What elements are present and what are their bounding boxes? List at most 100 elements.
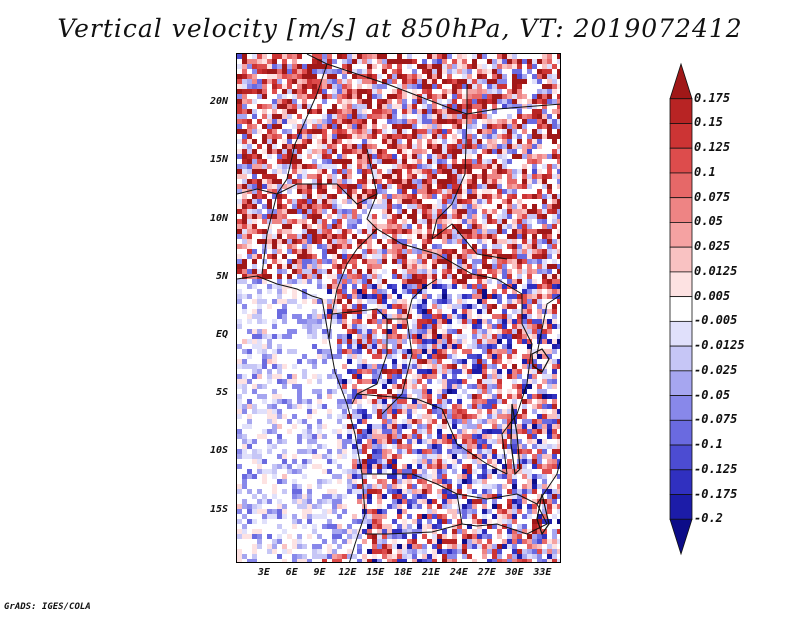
field-cell (482, 259, 487, 264)
field-cell (287, 379, 292, 384)
field-cell (497, 504, 502, 509)
field-cell (502, 284, 507, 289)
field-cell (492, 494, 497, 499)
field-cell (247, 339, 252, 344)
field-cell (357, 199, 362, 204)
field-cell (477, 354, 482, 359)
field-cell (282, 104, 287, 109)
field-cell (467, 184, 472, 189)
field-cell (302, 69, 307, 74)
field-cell (427, 109, 432, 114)
field-cell (547, 249, 552, 254)
field-cell (457, 444, 462, 449)
field-cell (432, 219, 437, 224)
field-cell (267, 124, 272, 129)
field-cell (262, 274, 267, 279)
field-cell (257, 289, 262, 294)
field-cell (327, 134, 332, 139)
field-cell (392, 79, 397, 84)
field-cell (327, 414, 332, 419)
field-cell (407, 119, 412, 124)
field-cell (447, 194, 452, 199)
field-cell (322, 349, 327, 354)
field-cell (247, 204, 252, 209)
field-cell (432, 194, 437, 199)
field-cell (427, 229, 432, 234)
field-cell (292, 559, 297, 562)
field-cell (412, 544, 417, 549)
field-cell (442, 334, 447, 339)
field-cell (537, 419, 542, 424)
field-cell (417, 464, 422, 469)
field-cell (482, 194, 487, 199)
field-cell (407, 354, 412, 359)
field-cell (392, 459, 397, 464)
field-cell (392, 429, 397, 434)
field-cell (332, 499, 337, 504)
field-cell (357, 499, 362, 504)
field-cell (507, 99, 512, 104)
field-cell (437, 124, 442, 129)
field-cell (517, 154, 522, 159)
field-cell (497, 149, 502, 154)
field-cell (367, 489, 372, 494)
field-cell (427, 504, 432, 509)
field-cell (252, 344, 257, 349)
field-cell (457, 484, 462, 489)
field-cell (522, 244, 527, 249)
field-cell (517, 74, 522, 79)
field-cell (492, 104, 497, 109)
field-cell (397, 179, 402, 184)
field-cell (242, 129, 247, 134)
field-cell (382, 549, 387, 554)
field-cell (497, 324, 502, 329)
field-cell (372, 489, 377, 494)
field-cell (387, 314, 392, 319)
field-cell (487, 114, 492, 119)
field-cell (537, 254, 542, 259)
field-cell (417, 519, 422, 524)
field-cell (557, 509, 560, 514)
field-cell (362, 489, 367, 494)
field-cell (547, 549, 552, 554)
field-cell (352, 374, 357, 379)
field-cell (307, 249, 312, 254)
field-cell (347, 279, 352, 284)
field-cell (392, 224, 397, 229)
field-cell (312, 269, 317, 274)
field-cell (407, 309, 412, 314)
field-cell (382, 249, 387, 254)
field-cell (412, 229, 417, 234)
field-cell (432, 104, 437, 109)
field-cell (252, 54, 257, 59)
field-cell (257, 119, 262, 124)
field-cell (412, 474, 417, 479)
field-cell (432, 404, 437, 409)
field-cell (547, 354, 552, 359)
colorbar-box (669, 271, 693, 298)
field-cell (457, 329, 462, 334)
field-cell (477, 64, 482, 69)
field-cell (447, 509, 452, 514)
field-cell (527, 399, 532, 404)
field-cell (252, 74, 257, 79)
field-cell (552, 544, 557, 549)
field-cell (352, 329, 357, 334)
field-cell (337, 494, 342, 499)
field-cell (297, 139, 302, 144)
field-cell (392, 544, 397, 549)
field-cell (497, 154, 502, 159)
field-cell (532, 154, 537, 159)
field-cell (542, 199, 547, 204)
field-cell (537, 439, 542, 444)
field-cell (397, 69, 402, 74)
field-cell (247, 184, 252, 189)
field-cell (357, 324, 362, 329)
field-cell (532, 489, 537, 494)
field-cell (542, 274, 547, 279)
field-cell (512, 264, 517, 269)
field-cell (437, 304, 442, 309)
field-cell (247, 294, 252, 299)
field-cell (432, 244, 437, 249)
field-cell (312, 89, 317, 94)
